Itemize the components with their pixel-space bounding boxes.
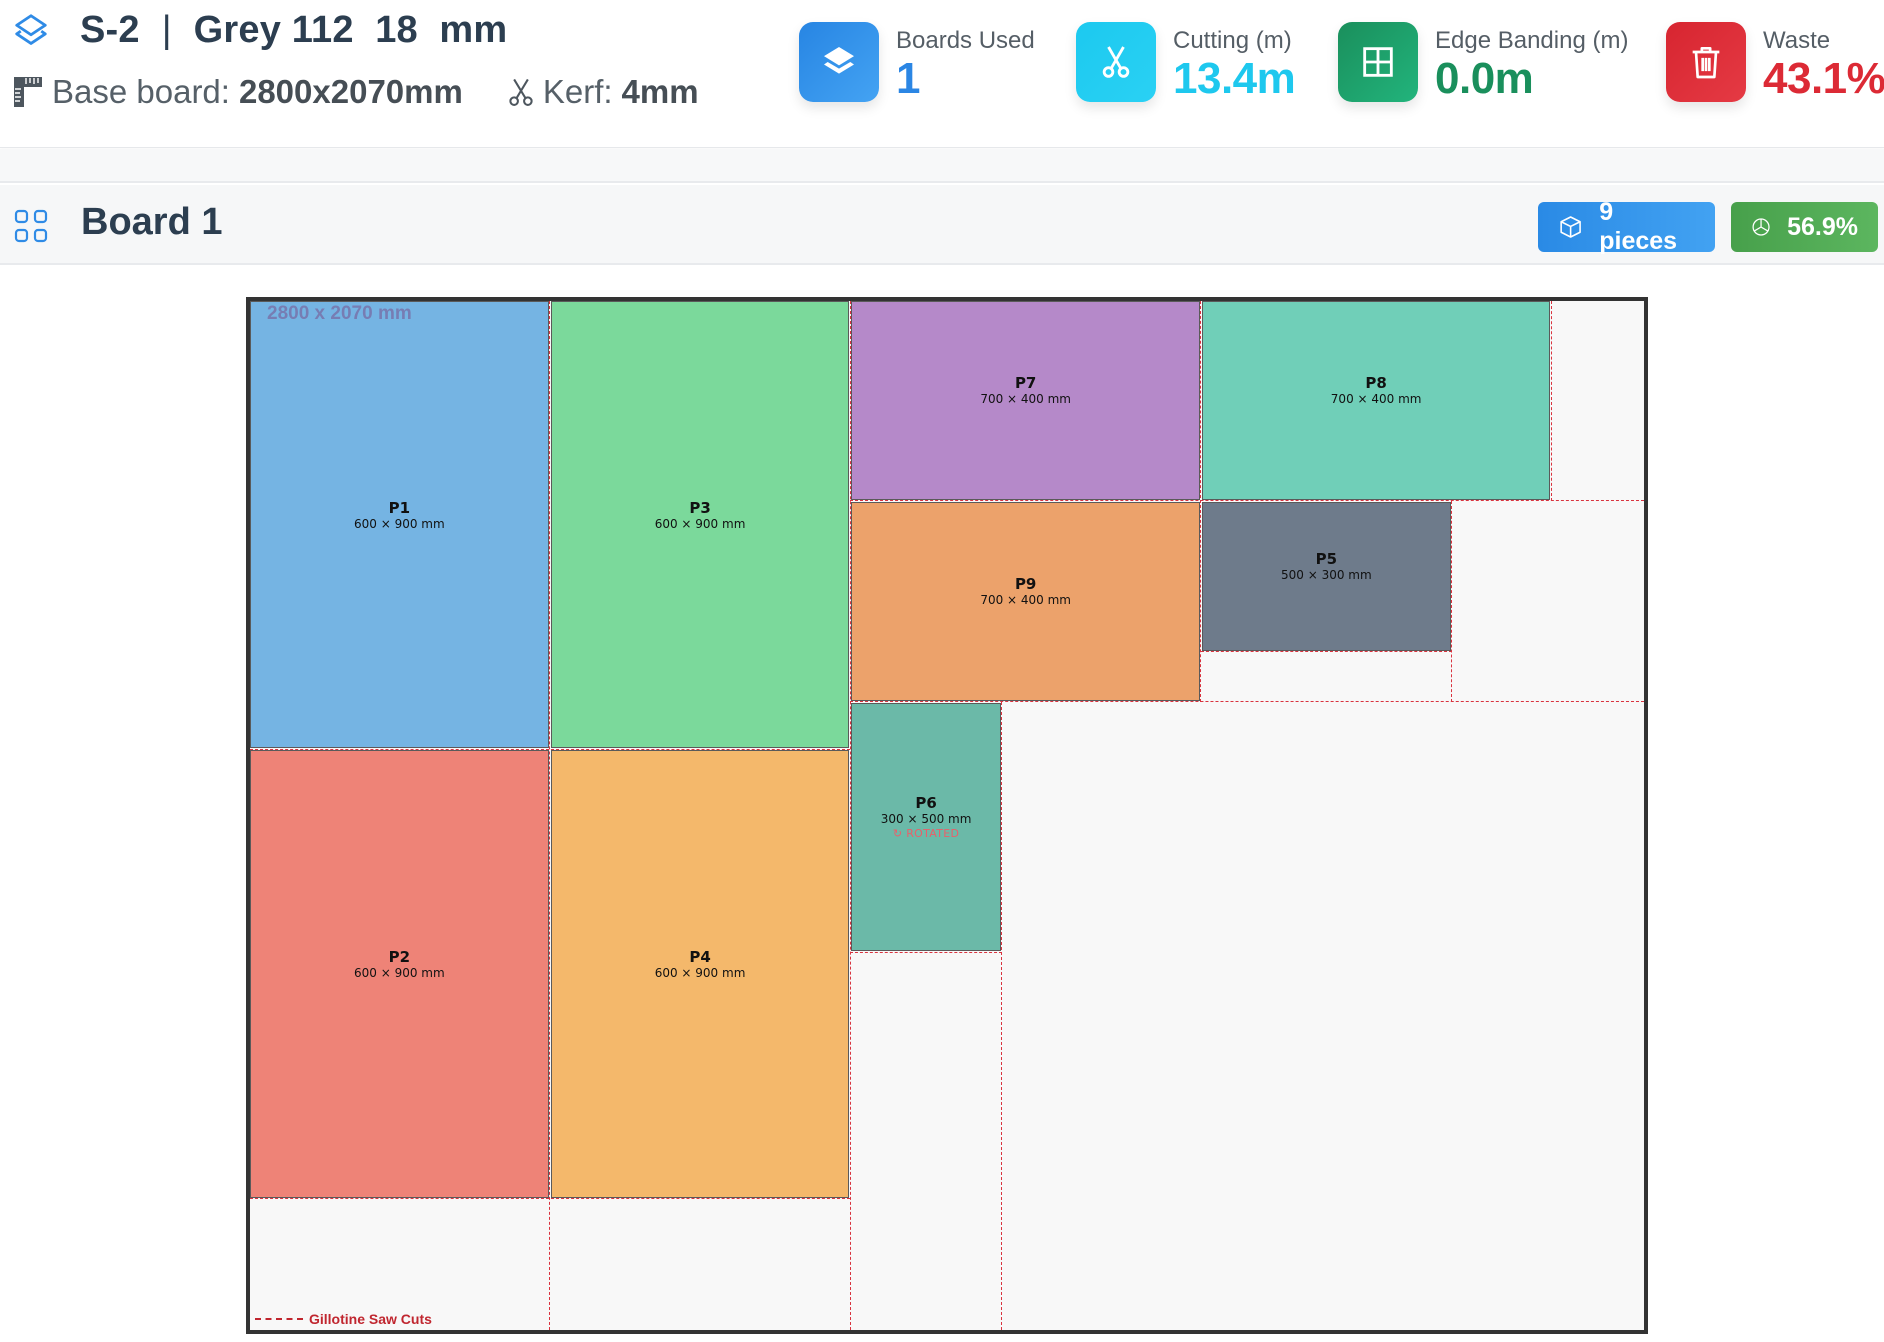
- saw-cut-line: [1550, 301, 1552, 501]
- stat-value: 0.0m: [1435, 54, 1534, 103]
- stat-label: Waste: [1763, 27, 1831, 54]
- piece-dimensions: 600 × 900 mm: [354, 516, 445, 531]
- saw-cut-line: [850, 951, 1002, 953]
- scissors-icon: [509, 78, 533, 106]
- saw-cut-line: [1451, 500, 1453, 702]
- ruler-combined-icon: [14, 77, 42, 107]
- base-board-value: 2800x2070mm: [238, 73, 463, 110]
- saw-cut-line: [1200, 651, 1452, 653]
- piece-dimensions: 600 × 900 mm: [654, 516, 746, 531]
- kerf-label: Kerf:: [542, 73, 613, 110]
- saw-cut-line: [850, 500, 1644, 502]
- layers-icon: [824, 47, 854, 74]
- stat-waste: Waste 43.1%: [1666, 22, 1884, 102]
- saw-cut-line: [250, 748, 851, 750]
- sheet-id: S-2: [80, 8, 140, 51]
- pieces-count-badge: 9 pieces: [1538, 198, 1715, 255]
- piece-p3[interactable]: P3 600 × 900 mm: [550, 301, 850, 749]
- piece-label: P5: [1315, 550, 1338, 569]
- legend-label: Gillotine Saw Cuts: [309, 1311, 432, 1327]
- piece-dimensions: 700 × 400 mm: [980, 593, 1071, 608]
- piece-label: P7: [1014, 374, 1037, 393]
- piece-p8[interactable]: P8 700 × 400 mm: [1201, 301, 1551, 500]
- scissors-icon: [1102, 46, 1130, 78]
- piece-p6[interactable]: P6 300 × 500 mm ↻ ROTATED: [851, 702, 1001, 952]
- stat-edge-banding: Edge Banding (m) 0.0m: [1338, 22, 1628, 102]
- stat-value: 1: [896, 54, 920, 103]
- trash-icon: [1692, 47, 1720, 79]
- cube-icon: [1560, 216, 1581, 238]
- stat-value: 13.4m: [1173, 54, 1296, 103]
- stat-icon-box: [1666, 22, 1746, 102]
- dashed-line-icon: [255, 1318, 303, 1320]
- piece-dimensions: 700 × 400 mm: [1330, 392, 1422, 407]
- saw-cut-line: [1200, 301, 1202, 702]
- board-area: 2800 x 2070 mm Gillotine Saw Cuts P1 600 …: [250, 301, 1644, 1330]
- saw-cut-line: [850, 701, 1644, 703]
- piece-label: P6: [915, 794, 937, 813]
- pieces-count-text: 9 pieces: [1599, 198, 1678, 255]
- piece-p7[interactable]: P7 700 × 400 mm: [851, 301, 1200, 500]
- board-header: Board 1 9 pieces 56.9%: [0, 185, 1884, 265]
- saw-cut-line: [549, 301, 551, 1330]
- piece-dimensions: 500 × 300 mm: [1281, 568, 1372, 583]
- stat-icon-box: [1076, 22, 1156, 102]
- piece-p1[interactable]: P1 600 × 900 mm: [250, 301, 549, 749]
- material-name: Grey 112 18 mm: [193, 8, 508, 51]
- title-separator: |: [161, 8, 172, 51]
- piece-label: P3: [689, 498, 711, 517]
- board-title: Board 1: [81, 201, 223, 243]
- piece-dimensions: 600 × 900 mm: [354, 966, 445, 981]
- rotated-indicator: ↻ ROTATED: [892, 827, 960, 841]
- summary-header: S-2 | Grey 112 18 mm Base board: 2800x20…: [0, 0, 1884, 148]
- base-board-label: Base board:: [52, 73, 230, 110]
- stat-icon-box: [799, 22, 879, 102]
- section-divider: [0, 149, 1884, 183]
- piece-p2[interactable]: P2 600 × 900 mm: [250, 750, 549, 1198]
- stat-cutting: Cutting (m) 13.4m: [1076, 22, 1296, 103]
- saw-cut-line: [849, 301, 851, 1330]
- saw-cut-line: [250, 1198, 851, 1200]
- piece-p9[interactable]: P9 700 × 400 mm: [851, 501, 1200, 701]
- utilization-text: 56.9%: [1787, 212, 1858, 241]
- stat-icon-box: [1338, 22, 1418, 102]
- stat-label: Boards Used: [896, 27, 1035, 54]
- grid-icon: [14, 209, 48, 243]
- stat-value: 43.1%: [1763, 54, 1884, 103]
- piece-label: P9: [1014, 575, 1037, 594]
- piece-label: P1: [388, 498, 411, 517]
- board-meta-row: Base board: 2800x2070mm Kerf: 4mm: [12, 70, 699, 114]
- layers-outline-icon: [15, 14, 47, 45]
- cutting-board-diagram: 2800 x 2070 mm Gillotine Saw Cuts P1 600 …: [246, 297, 1648, 1334]
- piece-dimensions: 300 × 500 mm: [880, 812, 972, 827]
- piece-label: P2: [388, 948, 411, 967]
- sheet-title-row: S-2 | Grey 112 18 mm: [12, 8, 507, 52]
- cut-legend: Gillotine Saw Cuts: [255, 1311, 432, 1327]
- piece-label: P8: [1365, 374, 1387, 393]
- stat-label: Edge Banding (m): [1435, 27, 1629, 54]
- kerf-info: Kerf: 4mm: [507, 73, 699, 111]
- pie-chart-icon: [1752, 218, 1770, 236]
- piece-p5[interactable]: P5 500 × 300 mm: [1201, 501, 1451, 651]
- piece-p4[interactable]: P4 600 × 900 mm: [550, 750, 850, 1198]
- piece-label: P4: [689, 948, 711, 967]
- stat-boards-used: Boards Used 1: [799, 22, 1035, 102]
- board-dimensions-label: 2800 x 2070 mm: [267, 303, 412, 324]
- piece-dimensions: 600 × 900 mm: [654, 966, 746, 981]
- saw-cut-line: [1001, 701, 1003, 1330]
- stat-label: Cutting (m): [1173, 27, 1292, 54]
- kerf-value: 4mm: [621, 73, 699, 110]
- piece-dimensions: 700 × 400 mm: [980, 392, 1071, 407]
- border-all-icon: [1363, 47, 1393, 77]
- utilization-badge: 56.9%: [1731, 202, 1878, 252]
